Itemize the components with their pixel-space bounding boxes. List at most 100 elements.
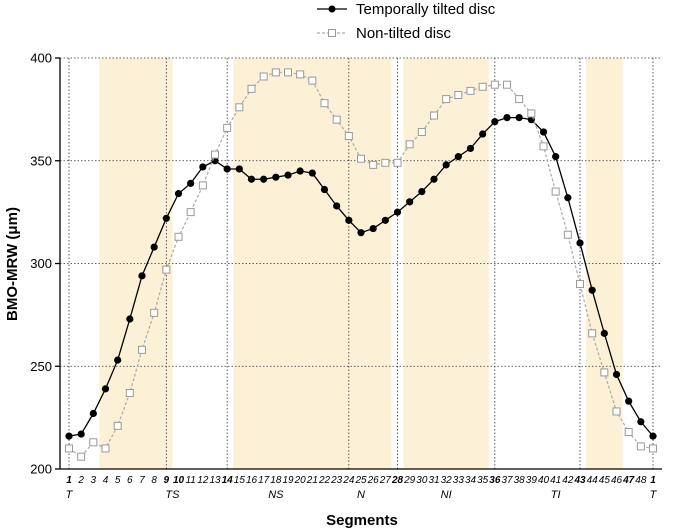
- point-non-tilted-34: [466, 86, 475, 95]
- point-temporally-tilted-35: [479, 130, 487, 138]
- point-non-tilted-18: [271, 68, 280, 77]
- point-non-tilted-16: [247, 84, 256, 93]
- point-non-tilted-9: [162, 265, 171, 274]
- x-tick-label-34: 34: [465, 475, 477, 486]
- point-temporally-tilted-9: [162, 214, 170, 222]
- point-non-tilted-14: [223, 123, 232, 132]
- x-tick-label-18: 18: [270, 475, 282, 486]
- point-non-tilted-1: [65, 444, 73, 453]
- point-non-tilted-36: [490, 80, 499, 89]
- point-non-tilted-29: [405, 140, 414, 149]
- legend-label-temporally-tilted: Temporally tilted disc: [356, 1, 496, 18]
- x-tick-label-45: 45: [599, 475, 611, 486]
- x-tick-label-5: 5: [115, 475, 121, 486]
- x-tick-label-39: 39: [526, 475, 538, 486]
- point-temporally-tilted-30: [418, 187, 426, 196]
- point-temporally-tilted-25: [357, 229, 365, 237]
- x-tick-label-12: 12: [197, 475, 209, 486]
- x-tick-label-46: 46: [611, 475, 623, 486]
- x-tick-label-24: 24: [342, 475, 355, 486]
- point-non-tilted-43: [576, 280, 584, 289]
- x-tick-label-23: 23: [330, 475, 343, 486]
- point-non-tilted-32: [442, 95, 451, 104]
- point-temporally-tilted-19: [284, 171, 292, 179]
- point-temporally-tilted-12: [199, 163, 207, 171]
- point-non-tilted-21: [308, 76, 317, 85]
- point-temporally-tilted-36: [491, 118, 499, 126]
- axes: [55, 57, 662, 470]
- point-temporally-tilted-32: [442, 161, 450, 169]
- x-tick-label-10: 10: [173, 475, 185, 486]
- point-non-tilted-10: [174, 232, 183, 241]
- point-non-tilted-22: [320, 99, 329, 108]
- point-temporally-tilted-46: [612, 370, 621, 379]
- point-non-tilted-47: [624, 428, 633, 437]
- point-temporally-tilted-1: [65, 432, 73, 440]
- point-temporally-tilted-7: [138, 272, 146, 280]
- point-temporally-tilted-27: [381, 216, 389, 224]
- y-tick-label-300: 300: [30, 256, 52, 271]
- y-tick-labels: 200 250 300 350 400: [30, 51, 52, 477]
- point-temporally-tilted-17: [260, 175, 268, 183]
- point-temporally-tilted-15: [235, 165, 243, 173]
- x-tick-label-25: 25: [354, 475, 367, 486]
- x-tick-label-7: 7: [139, 475, 145, 486]
- x-tick-label-4: 4: [103, 475, 109, 486]
- point-non-tilted-23: [332, 115, 341, 124]
- point-temporally-tilted-14: [223, 165, 231, 173]
- point-temporally-tilted-5: [114, 356, 122, 364]
- x-tick-label-44: 44: [587, 475, 599, 486]
- legend-marker-temporally-tilted: [328, 5, 336, 13]
- point-temporally-tilted-48: [637, 418, 645, 426]
- point-non-tilted-33: [454, 90, 463, 99]
- point-temporally-tilted-41: [552, 153, 560, 161]
- point-temporally-tilted-29: [406, 198, 414, 206]
- point-temporally-tilted-31: [430, 175, 438, 183]
- point-non-tilted-49: [649, 444, 657, 453]
- data-series: [65, 68, 657, 461]
- x-tick-label-2: 2: [77, 475, 84, 486]
- x-tick-label-31: 31: [428, 475, 439, 486]
- point-temporally-tilted-3: [89, 409, 97, 418]
- point-temporally-tilted-16: [247, 175, 256, 183]
- point-non-tilted-13: [211, 150, 219, 159]
- x-tick-label-11: 11: [185, 475, 195, 486]
- point-temporally-tilted-49: [649, 432, 657, 440]
- x-tick-label-49: 1: [650, 475, 656, 486]
- shaded-band-1: [99, 58, 173, 469]
- x-tick-label-9: 9: [164, 475, 170, 486]
- sector-label-ns-2: NS: [268, 489, 284, 501]
- point-temporally-tilted-28: [393, 208, 402, 216]
- sector-label-ni-4: NI: [441, 489, 452, 501]
- legend-entry-non-tilted: Non-tilted disc: [317, 25, 452, 42]
- point-non-tilted-45: [600, 368, 609, 377]
- point-non-tilted-30: [417, 127, 426, 136]
- point-non-tilted-2: [77, 452, 86, 461]
- sector-labels: T TS NS N NI TI T: [66, 489, 658, 501]
- x-tick-label-38: 38: [514, 475, 526, 486]
- point-temporally-tilted-11: [187, 179, 195, 187]
- point-non-tilted-48: [636, 442, 645, 451]
- point-non-tilted-31: [430, 111, 438, 120]
- x-tick-label-43: 43: [573, 475, 586, 486]
- x-tick-label-3: 3: [91, 475, 97, 486]
- point-temporally-tilted-22: [320, 185, 329, 194]
- point-temporally-tilted-2: [77, 430, 85, 438]
- x-tick-label-47: 47: [622, 475, 635, 486]
- x-axis-title: Segments: [326, 512, 398, 529]
- point-non-tilted-27: [381, 158, 390, 167]
- point-temporally-tilted-43: [576, 239, 584, 247]
- point-non-tilted-41: [551, 187, 560, 196]
- x-tick-label-16: 16: [246, 475, 258, 486]
- x-tick-label-22: 22: [318, 475, 331, 486]
- point-non-tilted-35: [478, 82, 487, 91]
- point-temporally-tilted-33: [454, 153, 462, 161]
- point-non-tilted-17: [259, 72, 268, 81]
- y-tick-label-400: 400: [30, 51, 52, 66]
- point-temporally-tilted-44: [588, 286, 596, 294]
- point-temporally-tilted-4: [101, 385, 110, 393]
- point-temporally-tilted-20: [296, 167, 304, 175]
- x-tick-label-26: 26: [367, 475, 380, 486]
- legend: Temporally tilted disc Non-tilted disc: [317, 1, 496, 42]
